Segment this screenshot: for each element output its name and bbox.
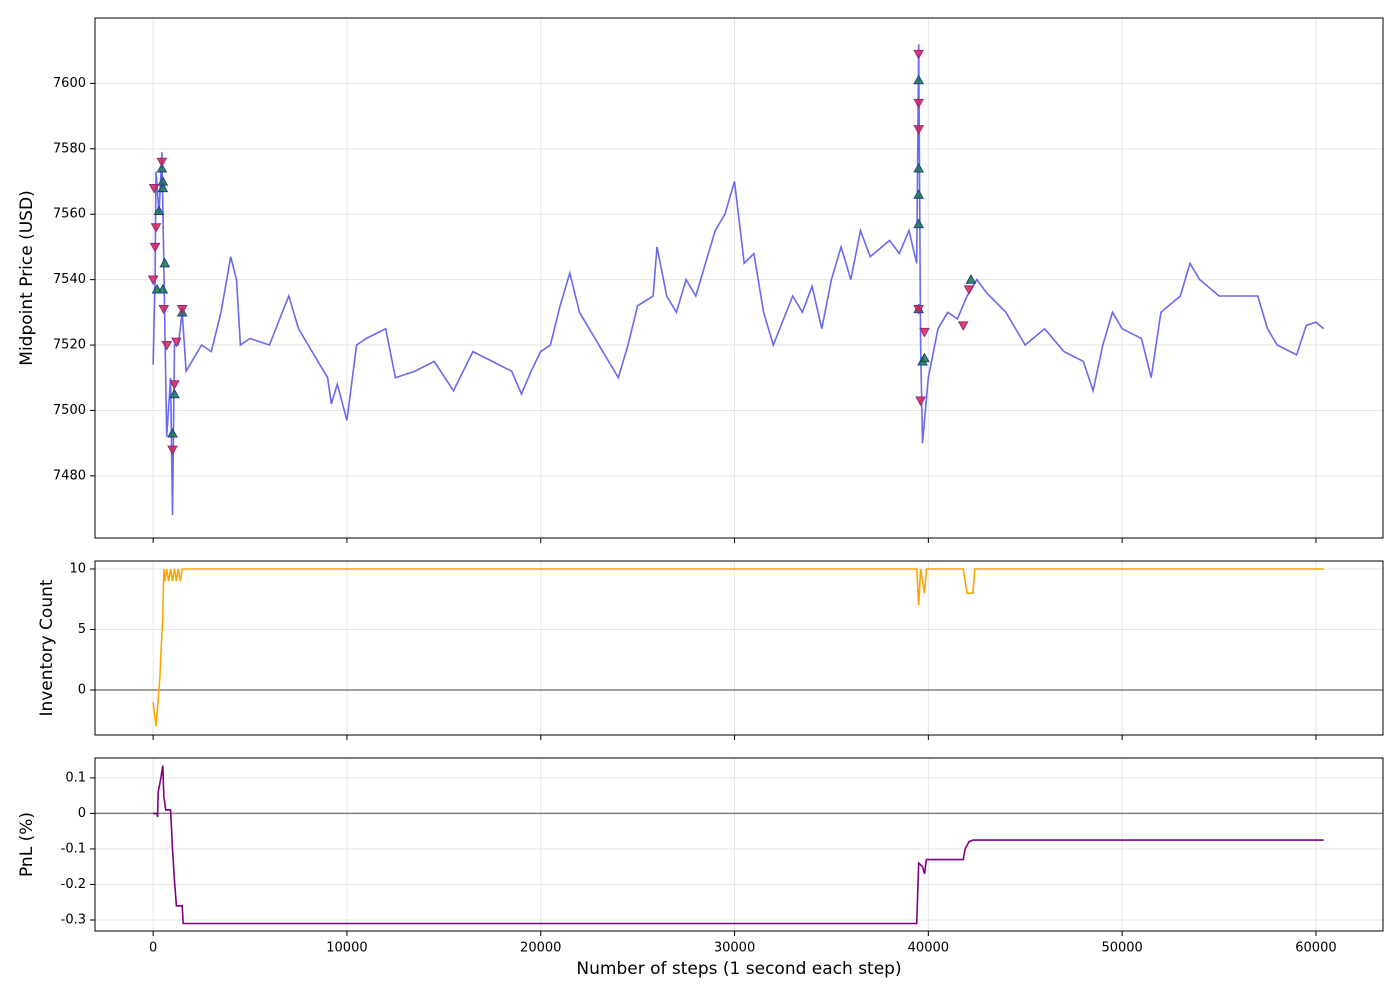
sell-marker [919, 327, 930, 338]
buy-marker [965, 274, 977, 284]
y-tick-label: 5 [78, 622, 86, 637]
y-tick-label: 7600 [53, 76, 86, 91]
sell-marker [913, 49, 925, 60]
buy-marker [157, 182, 169, 193]
y-tick-label: 0.1 [65, 770, 86, 785]
y-tick-label: 7580 [53, 141, 86, 156]
buy-marker [919, 352, 930, 363]
buy-marker [156, 162, 168, 173]
buy-marker [157, 283, 169, 294]
sell-marker [913, 125, 925, 135]
sell-marker [156, 157, 168, 168]
buy-marker [169, 388, 180, 399]
buy-marker [913, 162, 925, 173]
x-tick-label: 40000 [908, 941, 949, 956]
sell-marker [150, 223, 162, 233]
buy-marker [913, 74, 925, 85]
x-tick-label: 10000 [326, 941, 367, 956]
sell-marker [169, 380, 180, 390]
y-tick-label: 7540 [53, 272, 86, 287]
sell-marker [915, 396, 926, 407]
y-tick-label: -0.2 [61, 877, 86, 892]
x-tick-label: 20000 [520, 941, 561, 956]
data-line [152, 44, 1325, 516]
sell-marker [167, 445, 178, 456]
y-tick-label: 7500 [53, 403, 86, 418]
sell-marker [963, 285, 975, 295]
axes-frame [94, 757, 1384, 932]
buy-marker [913, 189, 925, 199]
sell-marker [171, 337, 182, 348]
sell-marker [913, 98, 925, 109]
y-axis-label: Midpoint Price (USD) [17, 190, 37, 365]
sell-marker [161, 340, 173, 351]
sell-marker [147, 275, 159, 286]
sell-marker [158, 304, 170, 315]
y-axis-label: PnL (%) [17, 812, 37, 877]
y-tick-label: 7480 [53, 468, 86, 483]
sell-marker [176, 304, 188, 315]
y-tick-label: -0.1 [61, 841, 86, 856]
buy-marker [159, 257, 171, 268]
x-tick-label: 0 [149, 941, 157, 956]
x-axis-label: Number of steps (1 second each step) [576, 959, 901, 979]
sell-marker [957, 321, 969, 331]
y-tick-label: -0.3 [61, 912, 86, 927]
y-tick-label: 7520 [53, 338, 86, 353]
x-tick-label: 60000 [1295, 941, 1336, 956]
data-line [153, 765, 1324, 925]
y-tick-label: 0 [78, 806, 86, 821]
x-tick-label: 30000 [714, 941, 755, 956]
buy-marker [153, 205, 165, 216]
y-tick-label: 7560 [53, 207, 86, 222]
buy-marker [167, 427, 178, 438]
buy-marker [913, 218, 925, 229]
axes-frame [94, 560, 1384, 736]
data-line [152, 568, 1324, 727]
axes-frame [94, 17, 1384, 539]
y-axis-label: Inventory Count [37, 579, 57, 716]
sell-marker [149, 242, 161, 253]
x-tick-label: 50000 [1101, 941, 1142, 956]
sell-marker [913, 304, 925, 315]
sell-marker [148, 183, 160, 194]
y-tick-label: 10 [69, 561, 86, 576]
y-tick-label: 0 [78, 682, 86, 697]
